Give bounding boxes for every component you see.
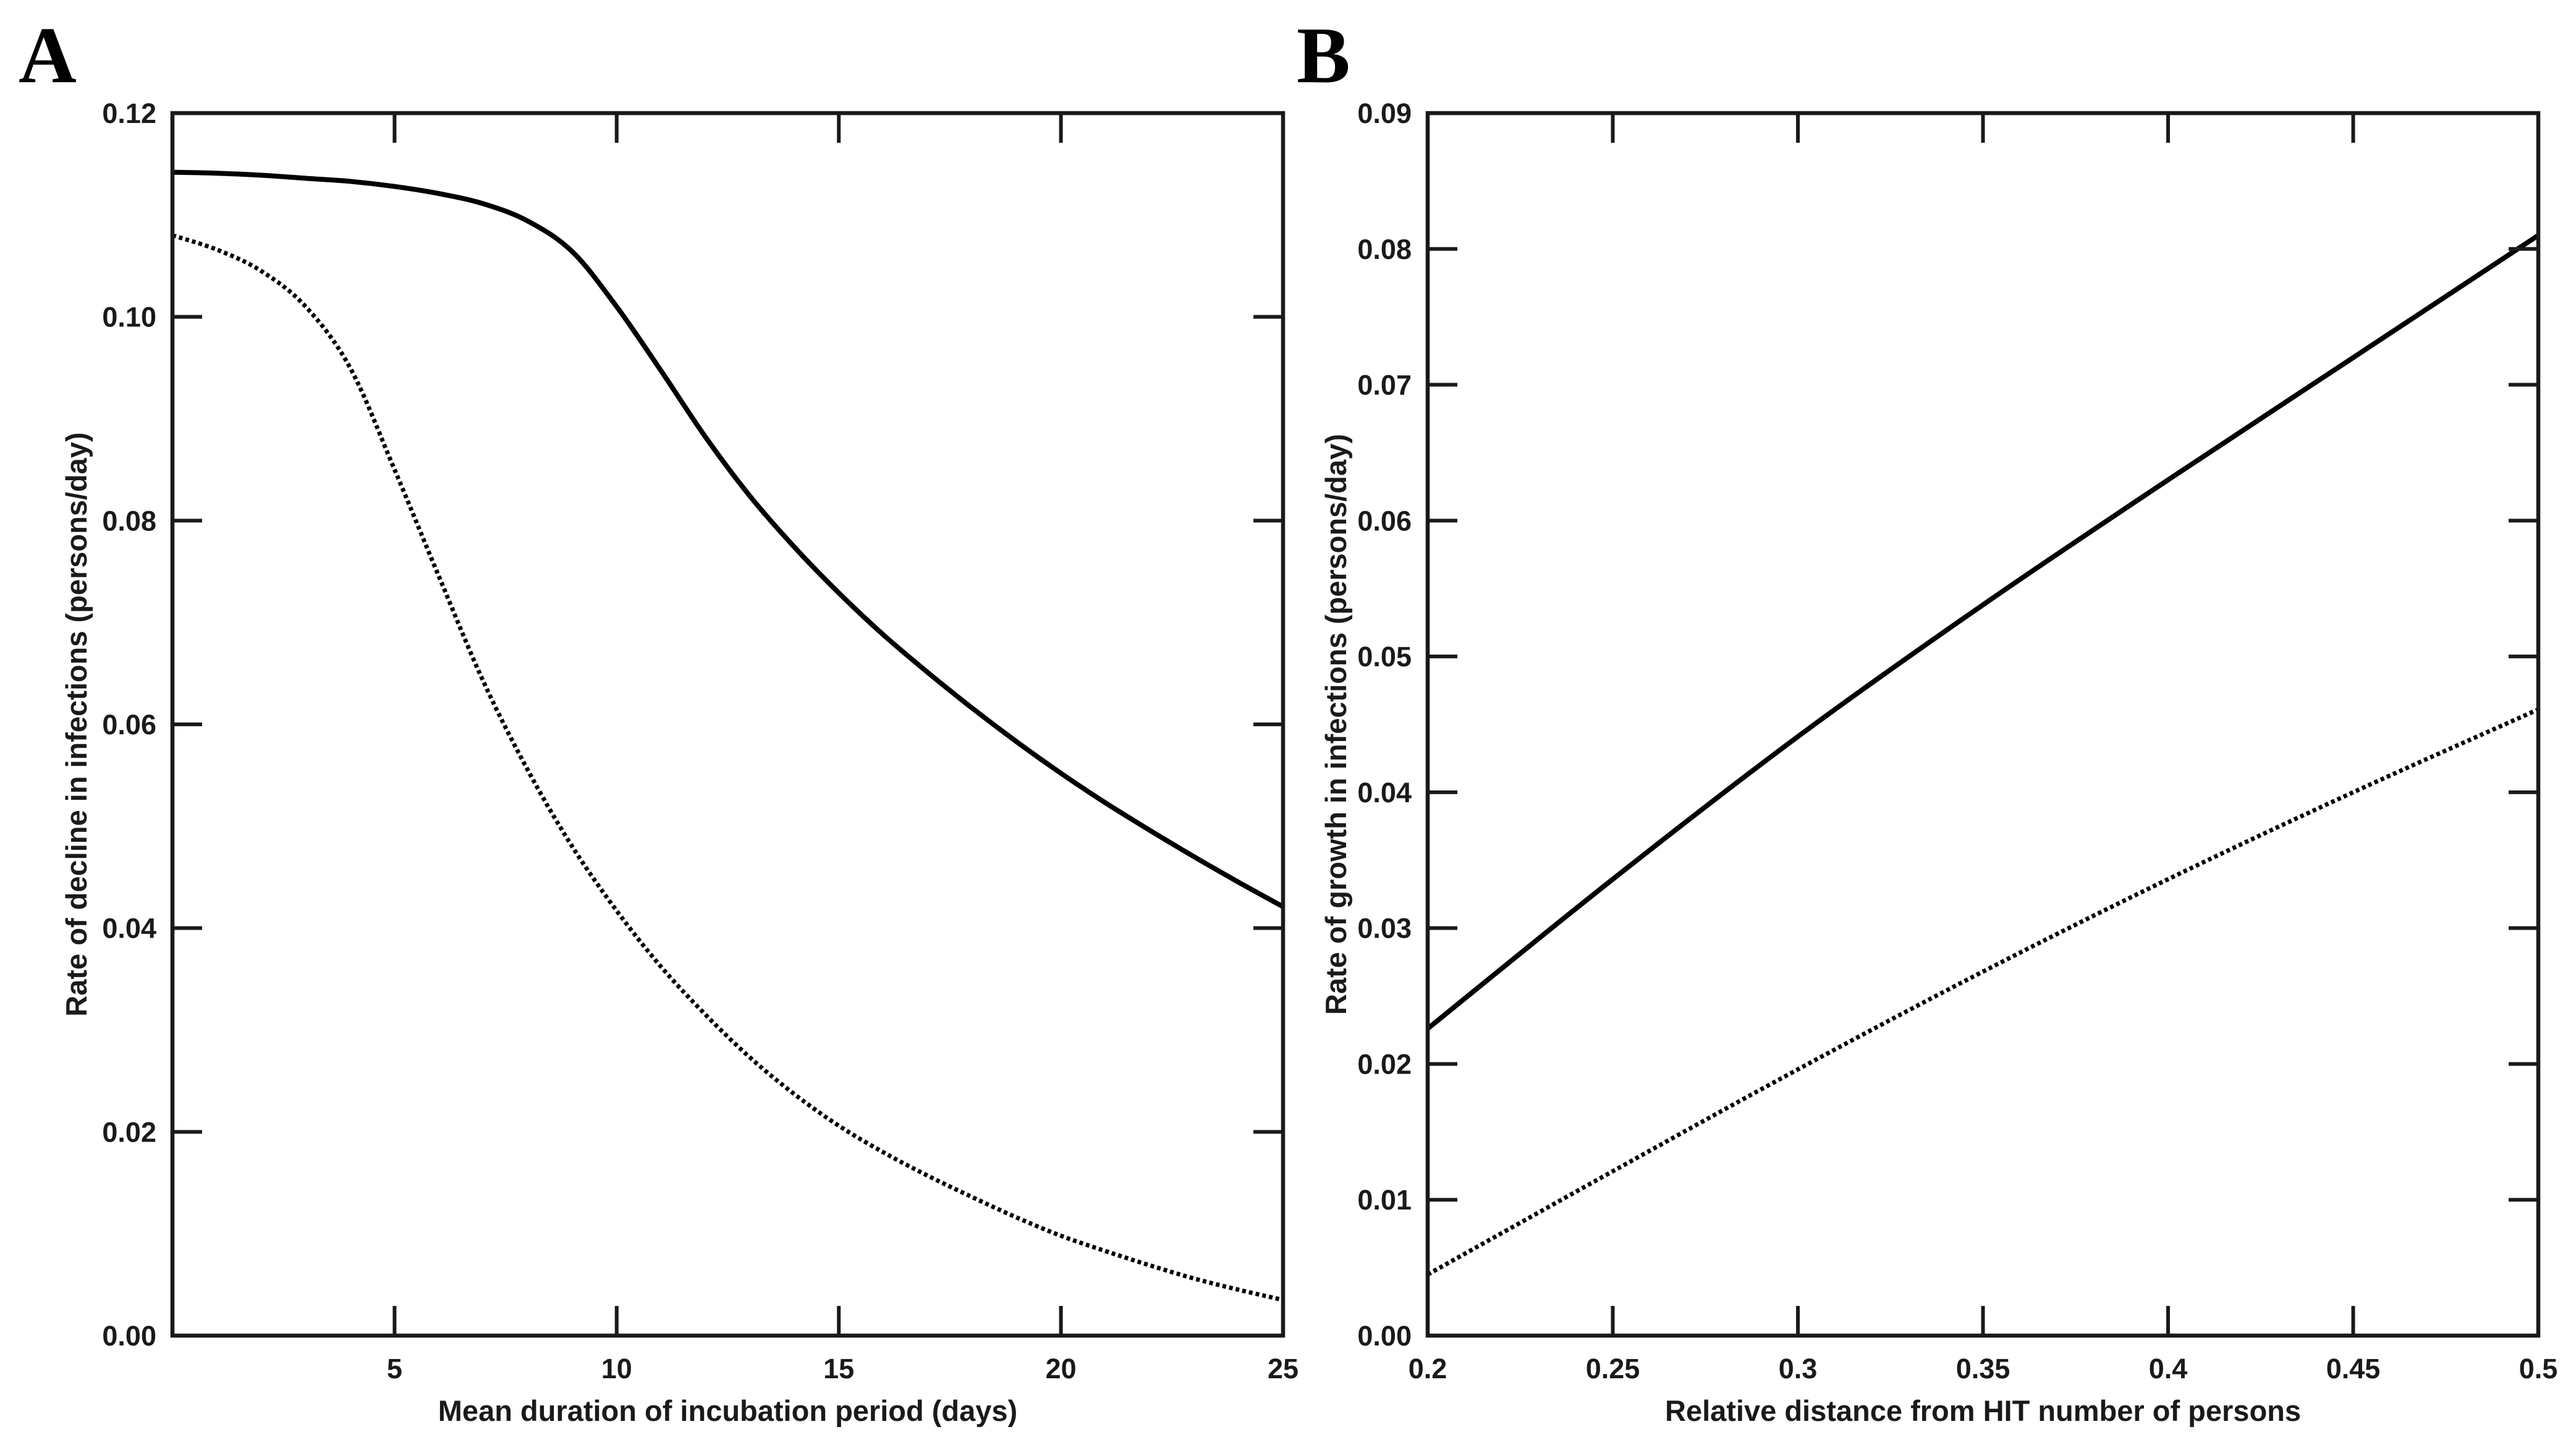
x-tick-label: 10 [601, 1353, 632, 1384]
x-axis-label: Relative distance from HIT number of per… [1665, 1394, 2301, 1427]
y-axis-label: Rate of decline in infections (persons/d… [60, 432, 93, 1016]
x-tick-label: 0.35 [1956, 1353, 2010, 1384]
series-line-dotted [1426, 707, 2540, 1277]
y-axis-label: Rate of growth in infections (persons/da… [1320, 434, 1352, 1015]
y-tick-label: 0.02 [102, 1116, 156, 1148]
x-tick-label: 25 [1268, 1353, 1299, 1384]
x-tick-label: 0.25 [1586, 1353, 1640, 1384]
y-tick-label: 0.03 [1357, 913, 1412, 944]
x-tick-label: 0.2 [1409, 1353, 1447, 1384]
y-tick-label: 0.06 [102, 709, 156, 740]
x-tick-label: 20 [1046, 1353, 1077, 1384]
y-tick-label: 0.08 [102, 505, 156, 536]
y-tick-label: 0.10 [102, 302, 156, 333]
panel-label-b: B [1297, 11, 1350, 100]
x-tick-label: 15 [823, 1353, 854, 1384]
y-tick-label: 0.09 [1357, 98, 1412, 129]
panel-label-a: A [19, 11, 77, 100]
y-tick-label: 0.07 [1357, 370, 1412, 401]
y-tick-label: 0.01 [1357, 1184, 1412, 1216]
series-line-solid [172, 169, 1284, 909]
y-tick-label: 0.06 [1357, 505, 1412, 536]
y-tick-label: 0.00 [102, 1320, 156, 1352]
series-line-dotted [171, 233, 1284, 1302]
y-tick-label: 0.02 [1357, 1048, 1412, 1080]
x-tick-label: 0.45 [2326, 1353, 2381, 1384]
y-tick-label: 0.12 [102, 98, 156, 129]
series-line-solid [1426, 233, 2540, 1031]
panel-a: 0.00 0.02 0.04 0.06 0.08 0.10 0.12 5 10 15 20 25 Mea… [60, 98, 1299, 1427]
panel-b: 0.00 0.01 0.02 0.03 0.04 0.05 0.06 0.07 0.08 0.09… [1320, 98, 2557, 1427]
y-tick-label: 0.00 [1357, 1320, 1412, 1352]
x-tick-label: 5 [387, 1353, 402, 1384]
x-tick-label: 0.4 [2149, 1353, 2188, 1384]
x-tick-label: 0.5 [2519, 1353, 2558, 1384]
plot-frame [170, 111, 1286, 1338]
y-tick-label: 0.04 [1357, 777, 1412, 808]
plot-frame [1425, 111, 2541, 1338]
x-tick-label: 0.3 [1779, 1353, 1818, 1384]
x-axis-label: Mean duration of incubation period (days… [438, 1394, 1017, 1427]
y-tick-label: 0.04 [102, 913, 156, 944]
y-tick-label: 0.05 [1357, 641, 1412, 672]
y-tick-label: 0.08 [1357, 234, 1412, 265]
